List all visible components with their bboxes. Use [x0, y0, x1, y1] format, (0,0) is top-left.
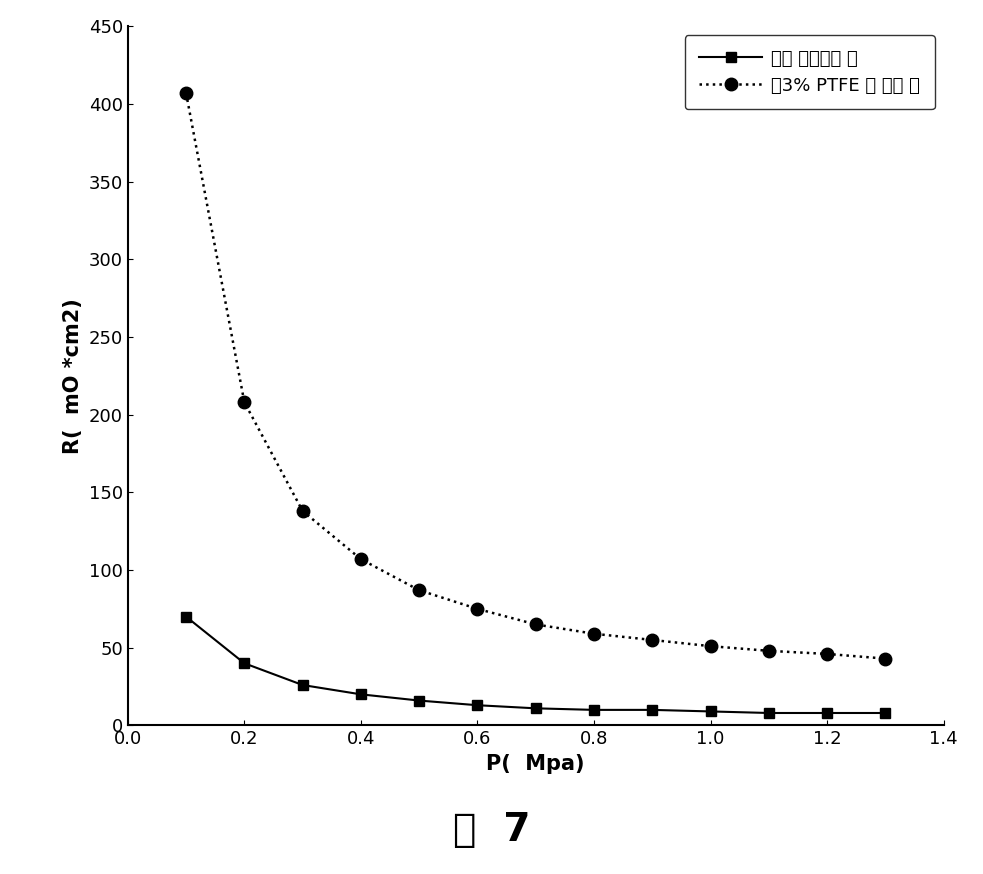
未憎 水处理流 场 [647, 704, 659, 715]
Legend: 未憎 水处理流 场, 含3% PTFE 憎 水流 场: 未憎 水处理流 场, 含3% PTFE 憎 水流 场 [685, 35, 935, 109]
含3% PTFE 憎 水流 场 [180, 87, 192, 98]
含3% PTFE 憎 水流 场 [647, 635, 659, 645]
含3% PTFE 憎 水流 场 [297, 506, 309, 517]
含3% PTFE 憎 水流 场 [880, 654, 892, 664]
未憎 水处理流 场 [413, 696, 425, 706]
含3% PTFE 憎 水流 场 [588, 628, 600, 639]
X-axis label: P(  Mpa): P( Mpa) [487, 754, 585, 773]
未憎 水处理流 场 [821, 708, 833, 718]
Y-axis label: R(  mO *cm2): R( mO *cm2) [63, 298, 84, 454]
未憎 水处理流 场 [763, 708, 775, 718]
未憎 水处理流 场 [180, 612, 192, 622]
Line: 含3% PTFE 憎 水流 场: 含3% PTFE 憎 水流 场 [180, 87, 892, 665]
Text: 图  7: 图 7 [453, 811, 530, 850]
未憎 水处理流 场 [297, 680, 309, 690]
含3% PTFE 憎 水流 场 [705, 641, 717, 651]
未憎 水处理流 场 [472, 700, 484, 711]
含3% PTFE 憎 水流 场 [530, 619, 542, 629]
含3% PTFE 憎 水流 场 [763, 646, 775, 656]
含3% PTFE 憎 水流 场 [472, 604, 484, 614]
未憎 水处理流 场 [588, 704, 600, 715]
未憎 水处理流 场 [705, 706, 717, 717]
含3% PTFE 憎 水流 场 [239, 397, 251, 407]
未憎 水处理流 场 [239, 658, 251, 669]
含3% PTFE 憎 水流 场 [355, 554, 367, 565]
Line: 未憎 水处理流 场: 未憎 水处理流 场 [181, 612, 891, 718]
未憎 水处理流 场 [880, 708, 892, 718]
含3% PTFE 憎 水流 场 [413, 585, 425, 595]
未憎 水处理流 场 [355, 689, 367, 699]
未憎 水处理流 场 [530, 703, 542, 713]
含3% PTFE 憎 水流 场 [821, 649, 833, 659]
